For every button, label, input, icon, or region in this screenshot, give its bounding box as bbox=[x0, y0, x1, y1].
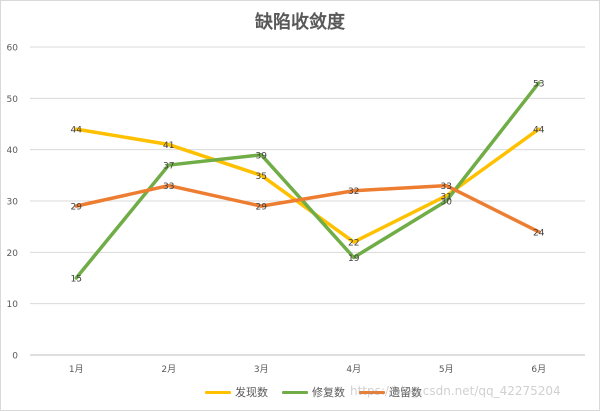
data-label: 19 bbox=[348, 254, 360, 264]
x-tick-label: 4月 bbox=[346, 364, 361, 375]
y-tick-label: 60 bbox=[7, 44, 19, 54]
series-line-2 bbox=[74, 183, 541, 234]
legend-label-found: 发现数 bbox=[235, 386, 268, 399]
axis-labels: 0 10 20 30 40 50 60 1月 2月 3月 4月 5月 6月 bbox=[7, 44, 547, 376]
x-tick-label: 1月 bbox=[69, 364, 84, 375]
legend-swatch-found bbox=[205, 390, 231, 394]
legend-swatch-remaining bbox=[359, 390, 385, 394]
legend-item-fixed[interactable]: 修复数 bbox=[282, 384, 345, 400]
y-tick-label: 0 bbox=[12, 352, 18, 362]
data-label: 53 bbox=[533, 79, 544, 89]
data-label: 29 bbox=[256, 203, 268, 213]
x-tick-label: 6月 bbox=[531, 364, 546, 375]
data-label: 35 bbox=[256, 172, 267, 182]
legend-label-fixed: 修复数 bbox=[312, 386, 345, 399]
x-tick-label: 5月 bbox=[439, 364, 454, 375]
data-label: 39 bbox=[256, 151, 268, 161]
series-line-1 bbox=[74, 81, 541, 280]
y-tick-label: 10 bbox=[7, 300, 19, 310]
data-label: 29 bbox=[71, 203, 83, 213]
data-label: 22 bbox=[348, 239, 359, 249]
series-lines bbox=[74, 81, 541, 280]
data-label: 44 bbox=[533, 126, 545, 136]
watermark: https://blog.csdn.net/qq_42275204 bbox=[350, 384, 561, 398]
data-label: 33 bbox=[163, 182, 174, 192]
data-label: 24 bbox=[533, 228, 545, 238]
series-line-0 bbox=[74, 127, 541, 244]
y-tick-label: 40 bbox=[7, 146, 19, 156]
data-label: 44 bbox=[71, 126, 83, 136]
data-label: 41 bbox=[163, 141, 174, 151]
legend: 发现数 修复数 遗留数 bbox=[205, 384, 422, 400]
legend-label-remaining: 遗留数 bbox=[389, 386, 422, 399]
data-label: 33 bbox=[441, 182, 452, 192]
y-tick-label: 30 bbox=[7, 198, 19, 208]
data-labels: 44 41 35 22 31 44 15 37 39 19 30 53 29 33 29 32 33 24 bbox=[71, 79, 545, 284]
data-label: 37 bbox=[163, 162, 174, 172]
chart-title: 缺陷收敛度 bbox=[255, 12, 345, 33]
data-label: 30 bbox=[441, 198, 453, 208]
legend-item-found[interactable]: 发现数 bbox=[205, 384, 268, 400]
data-label: 31 bbox=[441, 192, 452, 202]
y-tick-label: 50 bbox=[7, 95, 19, 105]
data-label: 15 bbox=[71, 275, 82, 285]
gridlines bbox=[30, 46, 585, 356]
y-tick-label: 20 bbox=[7, 249, 19, 259]
x-tick-label: 3月 bbox=[254, 364, 269, 375]
x-tick-label: 2月 bbox=[161, 364, 176, 375]
legend-swatch-fixed bbox=[282, 390, 308, 394]
data-label: 32 bbox=[348, 187, 359, 197]
legend-item-remaining[interactable]: 遗留数 bbox=[359, 384, 422, 400]
